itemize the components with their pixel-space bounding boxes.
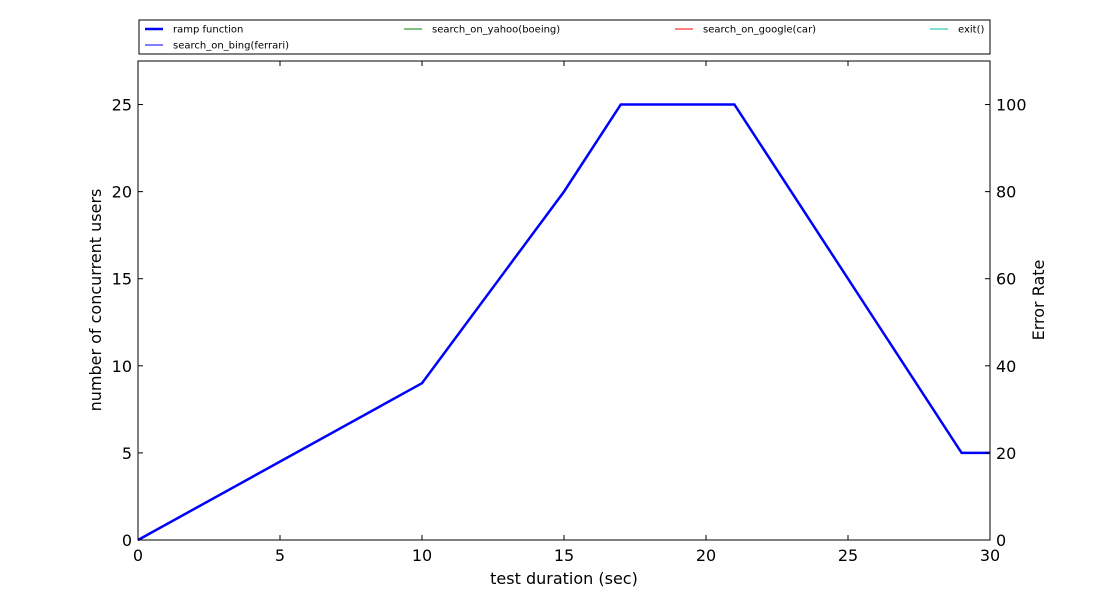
y2-axis-label: Error Rate [1029,260,1048,341]
legend-frame [138,19,991,55]
y2-tick-label: 60 [996,270,1016,289]
legend-label: exit() [958,25,984,36]
legend-label: search_on_google(car) [703,25,816,36]
x-tick-label: 15 [554,546,574,565]
x-tick-label: 30 [980,546,1000,565]
legend-label: search_on_yahoo(boeing) [432,25,560,36]
x-tick-label: 25 [838,546,858,565]
y2-tick-label: 100 [996,96,1027,115]
y-tick-label: 20 [112,183,132,202]
x-tick-label: 20 [696,546,716,565]
x-tick-label: 10 [412,546,432,565]
y2-tick-label: 0 [996,531,1006,550]
legend-label: search_on_bing(ferrari) [173,41,289,52]
y2-tick-label: 40 [996,357,1016,376]
y-tick-label: 15 [112,270,132,289]
x-tick-label: 5 [275,546,285,565]
x-axis-label: test duration (sec) [490,569,638,588]
legend-label: ramp function [173,25,243,36]
y2-tick-label: 20 [996,444,1016,463]
legend: ramp function search_on_bing(ferrari) sear… [138,19,991,55]
series-line-0 [137,103,990,542]
left-y-axis: 0 5 10 15 20 25 [112,96,143,550]
plot-area [137,60,991,542]
y-tick-label: 5 [122,444,132,463]
y2-tick-label: 80 [996,183,1016,202]
y-tick-label: 0 [122,531,132,550]
right-y-axis: 0 20 40 60 80 100 [985,96,1027,550]
x-tick-label: 0 [133,546,143,565]
y-tick-label: 10 [112,357,132,376]
y-tick-label: 25 [112,96,132,115]
y-axis-label: number of concurrent users [86,189,105,412]
x-axis: 0 5 10 15 20 25 30 [133,61,1000,565]
